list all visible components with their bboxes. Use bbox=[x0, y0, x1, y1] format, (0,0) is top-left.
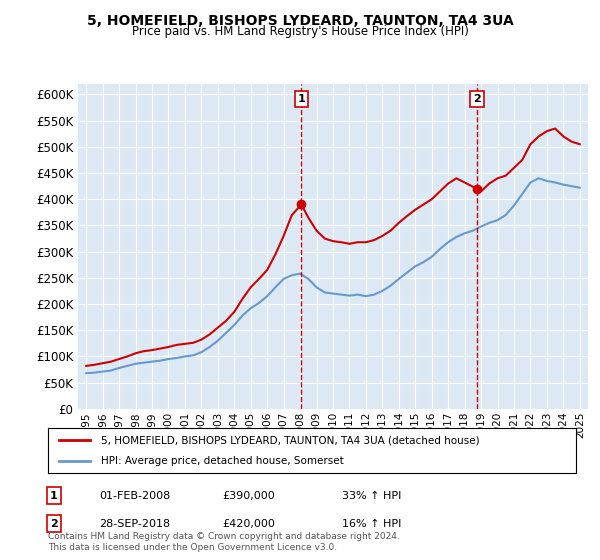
Text: £390,000: £390,000 bbox=[222, 491, 275, 501]
Text: 2: 2 bbox=[473, 94, 481, 104]
Text: 5, HOMEFIELD, BISHOPS LYDEARD, TAUNTON, TA4 3UA: 5, HOMEFIELD, BISHOPS LYDEARD, TAUNTON, … bbox=[86, 14, 514, 28]
Text: 16% ↑ HPI: 16% ↑ HPI bbox=[342, 519, 401, 529]
Text: 1: 1 bbox=[298, 94, 305, 104]
Text: 5, HOMEFIELD, BISHOPS LYDEARD, TAUNTON, TA4 3UA (detached house): 5, HOMEFIELD, BISHOPS LYDEARD, TAUNTON, … bbox=[101, 436, 479, 446]
Text: 28-SEP-2018: 28-SEP-2018 bbox=[99, 519, 170, 529]
Text: 2: 2 bbox=[50, 519, 58, 529]
Text: £420,000: £420,000 bbox=[222, 519, 275, 529]
Text: Price paid vs. HM Land Registry's House Price Index (HPI): Price paid vs. HM Land Registry's House … bbox=[131, 25, 469, 38]
Text: HPI: Average price, detached house, Somerset: HPI: Average price, detached house, Some… bbox=[101, 456, 344, 466]
Text: Contains HM Land Registry data © Crown copyright and database right 2024.
This d: Contains HM Land Registry data © Crown c… bbox=[48, 532, 400, 552]
Text: 33% ↑ HPI: 33% ↑ HPI bbox=[342, 491, 401, 501]
Text: 01-FEB-2008: 01-FEB-2008 bbox=[99, 491, 170, 501]
Text: 1: 1 bbox=[50, 491, 58, 501]
